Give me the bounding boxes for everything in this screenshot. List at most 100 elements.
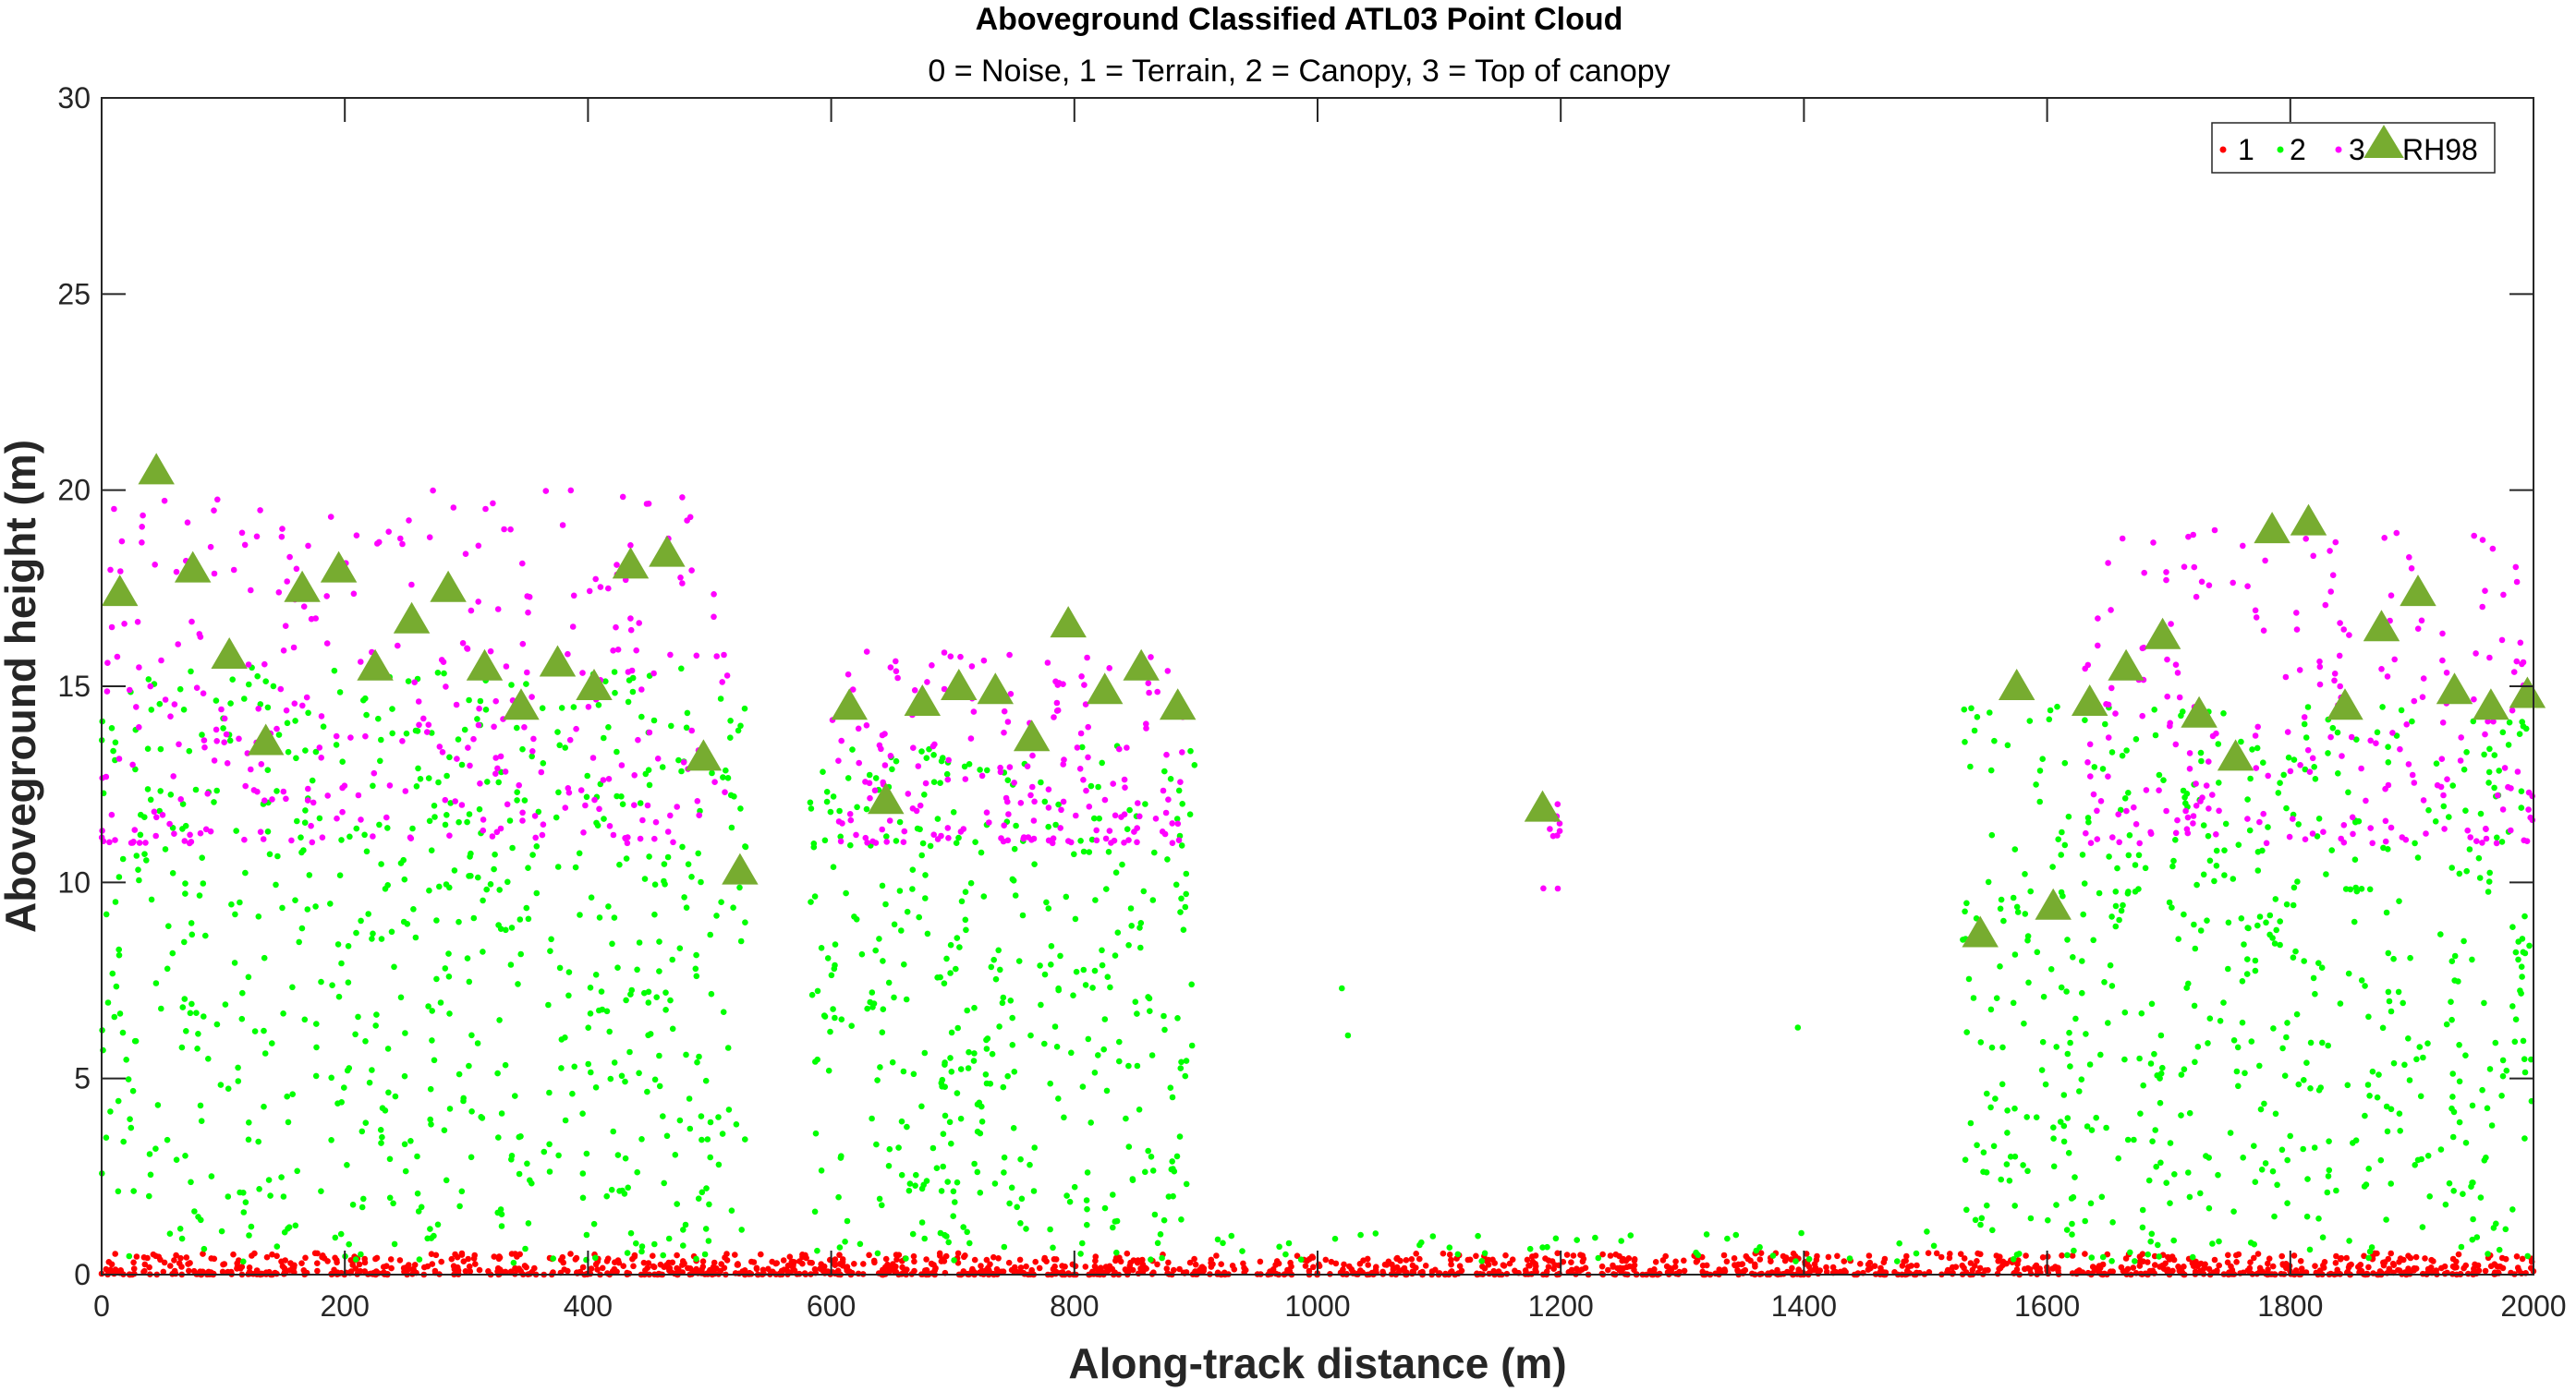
top-of-canopy-point: [2508, 785, 2514, 792]
top-of-canopy-point: [443, 683, 449, 690]
canopy-point: [418, 1204, 425, 1211]
terrain-point: [2052, 1264, 2059, 1270]
canopy-point: [144, 786, 152, 792]
canopy-point: [664, 853, 672, 861]
canopy-point: [921, 1049, 929, 1057]
terrain-point: [1620, 1255, 1627, 1263]
canopy-point: [576, 850, 583, 857]
top-of-canopy-point: [1011, 780, 1017, 786]
canopy-point: [384, 825, 391, 831]
x-tick-label: 2000: [2500, 1289, 2566, 1323]
canopy-point: [608, 1186, 615, 1193]
canopy-point: [495, 1134, 502, 1141]
terrain-point: [723, 1257, 731, 1264]
canopy-point: [896, 818, 904, 826]
canopy-point: [661, 1179, 667, 1187]
canopy-point: [197, 1102, 204, 1109]
terrain-point: [2471, 1265, 2477, 1272]
canopy-point: [2386, 998, 2393, 1005]
top-of-canopy-point: [869, 838, 876, 845]
terrain-point: [1742, 1266, 1749, 1274]
canopy-point: [2365, 1013, 2372, 1021]
canopy-point: [2448, 865, 2455, 871]
canopy-point: [682, 1221, 689, 1228]
canopy-point: [176, 685, 184, 693]
canopy-point: [889, 766, 895, 773]
top-of-canopy-point: [1102, 835, 1110, 842]
terrain-point: [2528, 1264, 2534, 1272]
canopy-point: [1107, 984, 1113, 991]
top-of-canopy-point: [627, 626, 635, 634]
canopy-point: [254, 672, 261, 680]
canopy-point: [2244, 956, 2251, 962]
top-of-canopy-point: [1163, 751, 1170, 758]
canopy-point: [1987, 709, 1993, 716]
top-of-canopy-point: [2244, 816, 2251, 822]
top-of-canopy-point: [507, 526, 514, 533]
top-of-canopy-point: [2105, 734, 2112, 741]
canopy-point: [2209, 1240, 2216, 1247]
top-of-canopy-point: [2482, 731, 2488, 738]
canopy-point: [2270, 1025, 2277, 1032]
canopy-point: [225, 1085, 232, 1092]
canopy-point: [2125, 852, 2132, 859]
chart-title: Aboveground Classified ATL03 Point Cloud: [976, 2, 1623, 37]
canopy-point: [2385, 759, 2392, 766]
canopy-point: [1051, 1023, 1059, 1030]
canopy-point: [468, 1032, 475, 1039]
canopy-point: [2352, 884, 2359, 891]
canopy-point: [344, 1162, 350, 1168]
top-of-canopy-point: [2263, 840, 2270, 847]
canopy-point: [695, 1195, 702, 1202]
top-of-canopy-point: [275, 589, 283, 596]
canopy-point: [335, 993, 343, 1000]
canopy-point: [2323, 871, 2329, 877]
canopy-point: [211, 799, 217, 805]
canopy-point: [872, 775, 880, 781]
terrain-point: [205, 1268, 213, 1276]
canopy-point: [546, 1168, 553, 1175]
top-of-canopy-point: [308, 822, 314, 829]
top-of-canopy-point: [2244, 583, 2251, 589]
top-of-canopy-point: [1031, 798, 1038, 805]
canopy-point: [1125, 942, 1132, 949]
canopy-point: [306, 872, 313, 878]
canopy-point: [1191, 762, 1198, 768]
canopy-point: [1084, 1205, 1090, 1213]
terrain-point: [1328, 1258, 1335, 1265]
canopy-point: [904, 908, 911, 915]
top-of-canopy-point: [2397, 745, 2403, 753]
canopy-point: [707, 1154, 713, 1161]
terrain-point: [723, 1251, 730, 1257]
canopy-point: [2200, 871, 2207, 878]
top-of-canopy-point: [2083, 829, 2089, 837]
canopy-point: [403, 730, 410, 737]
canopy-point: [950, 809, 957, 816]
terrain-point: [1341, 1261, 1347, 1268]
canopy-point: [169, 950, 176, 957]
terrain-point: [1865, 1252, 1873, 1259]
top-of-canopy-point: [2471, 696, 2477, 703]
rh98-marker: [2217, 739, 2254, 771]
canopy-point: [2463, 749, 2470, 756]
canopy-point: [811, 893, 819, 900]
canopy-point: [2475, 854, 2483, 862]
canopy-point: [971, 1050, 978, 1057]
top-of-canopy-point: [1029, 752, 1036, 759]
top-of-canopy-point: [2168, 621, 2174, 627]
canopy-point: [1071, 851, 1077, 858]
canopy-point: [1011, 1069, 1018, 1075]
top-of-canopy-point: [2479, 603, 2485, 611]
canopy-point: [2310, 974, 2317, 982]
canopy-point: [434, 1221, 442, 1228]
canopy-point: [827, 808, 834, 816]
top-of-canopy-point: [1074, 744, 1081, 751]
canopy-point: [498, 1110, 505, 1117]
canopy-point: [1627, 1232, 1634, 1239]
terrain-point: [923, 1256, 930, 1263]
terrain-point: [1051, 1263, 1058, 1270]
top-of-canopy-point: [480, 816, 487, 823]
terrain-point: [1631, 1266, 1637, 1274]
canopy-point: [123, 1057, 129, 1063]
canopy-point: [1080, 966, 1088, 974]
